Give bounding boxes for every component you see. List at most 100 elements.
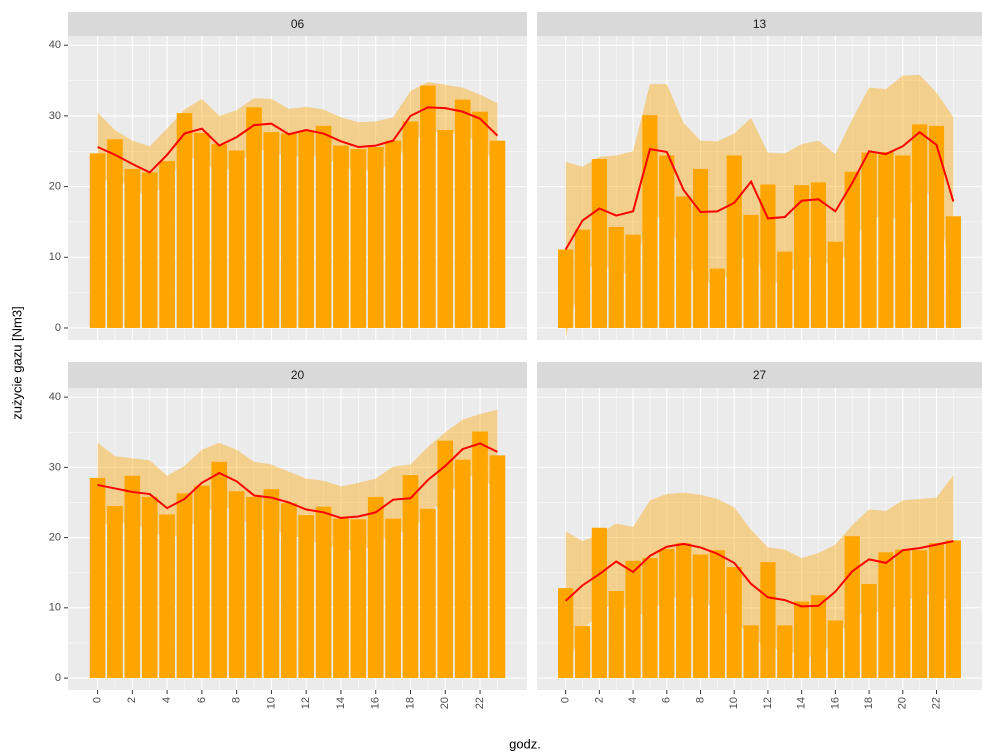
bar: [827, 620, 843, 679]
x-tick-label: 18: [863, 697, 875, 709]
bar: [228, 150, 245, 328]
bar: [642, 115, 658, 328]
bar: [437, 440, 454, 679]
x-tick-label: 20: [439, 697, 451, 709]
bar: [676, 196, 692, 328]
x-tick-label: 22: [474, 697, 486, 709]
bar: [211, 461, 228, 679]
bar: [246, 496, 262, 679]
bar: [454, 99, 471, 328]
bar: [659, 548, 675, 679]
x-tick-label: 2: [593, 697, 605, 703]
bar: [625, 234, 641, 328]
bar: [608, 226, 624, 328]
confidence-ribbon: [565, 475, 954, 671]
x-tick-label: 6: [661, 697, 673, 703]
bar: [280, 503, 297, 679]
bar: [777, 625, 793, 679]
bar: [454, 459, 471, 679]
bar: [350, 519, 367, 679]
bar: [385, 518, 401, 679]
bar: [659, 155, 675, 328]
bar: [709, 550, 725, 679]
bar: [912, 550, 928, 679]
bar: [315, 506, 332, 679]
x-tick-label: 2: [126, 697, 138, 703]
bar: [574, 229, 591, 328]
bar: [263, 489, 280, 679]
bar: [159, 514, 175, 679]
bar: [89, 153, 106, 328]
strip-text: 13: [753, 17, 767, 31]
strip: [68, 362, 527, 388]
bar: [124, 475, 141, 679]
bar: [228, 491, 245, 679]
x-tick-label: 4: [161, 697, 173, 703]
bar: [385, 140, 401, 328]
y-tick-label: 10: [49, 602, 61, 614]
bar: [472, 111, 488, 328]
bar: [928, 543, 945, 679]
x-tick-label: 16: [829, 697, 841, 709]
smooth-line: [564, 540, 954, 608]
x-tick-label: 6: [196, 697, 208, 703]
bar: [141, 496, 158, 679]
bar: [107, 139, 123, 328]
x-tick-label: 16: [370, 697, 382, 709]
x-axis-title: godz.: [509, 736, 541, 751]
bar: [333, 145, 349, 328]
bar: [625, 560, 641, 679]
y-tick-label: 30: [49, 461, 61, 473]
confidence-ribbon: [565, 74, 954, 338]
bar: [810, 595, 827, 679]
y-tick-label: 10: [49, 251, 61, 263]
bar: [574, 626, 591, 679]
bar: [402, 475, 419, 679]
bar: [844, 536, 860, 679]
x-tick-label: 12: [300, 697, 312, 709]
bar: [472, 431, 488, 679]
bar: [743, 625, 759, 679]
bar: [315, 125, 332, 328]
bar: [642, 557, 658, 679]
bar: [743, 214, 759, 328]
bar: [89, 477, 106, 679]
y-axis-title: zużycie gazu [Nm3]: [9, 306, 24, 419]
bar: [194, 485, 210, 679]
bar: [591, 159, 607, 328]
bar: [124, 168, 141, 328]
smooth-line: [564, 130, 955, 251]
bar: [895, 549, 911, 679]
bar: [928, 125, 945, 328]
bar: [861, 583, 877, 679]
bar: [760, 562, 776, 679]
bar: [777, 251, 793, 328]
bar: [676, 543, 692, 679]
bar: [367, 146, 384, 328]
bar: [844, 171, 860, 328]
strip-text: 20: [291, 368, 305, 382]
bar: [945, 540, 961, 679]
bar: [263, 132, 280, 328]
bar: [878, 552, 894, 679]
x-tick-label: 4: [627, 697, 639, 703]
bar: [159, 161, 175, 328]
x-tick-label: 0: [560, 697, 572, 703]
strip-text: 06: [291, 17, 305, 31]
strip: [537, 362, 982, 388]
bar: [692, 554, 709, 679]
x-tick-label: 14: [796, 697, 808, 709]
bar: [760, 184, 776, 328]
bar: [298, 515, 315, 679]
bar: [827, 241, 843, 328]
bar: [810, 182, 827, 328]
bar: [211, 144, 228, 328]
bar: [246, 107, 262, 328]
confidence-ribbon: [97, 81, 498, 199]
x-tick-label: 22: [930, 697, 942, 709]
bar: [489, 140, 506, 328]
bar: [350, 149, 367, 328]
bar: [176, 113, 193, 328]
bar: [489, 455, 506, 679]
bar: [420, 85, 436, 328]
